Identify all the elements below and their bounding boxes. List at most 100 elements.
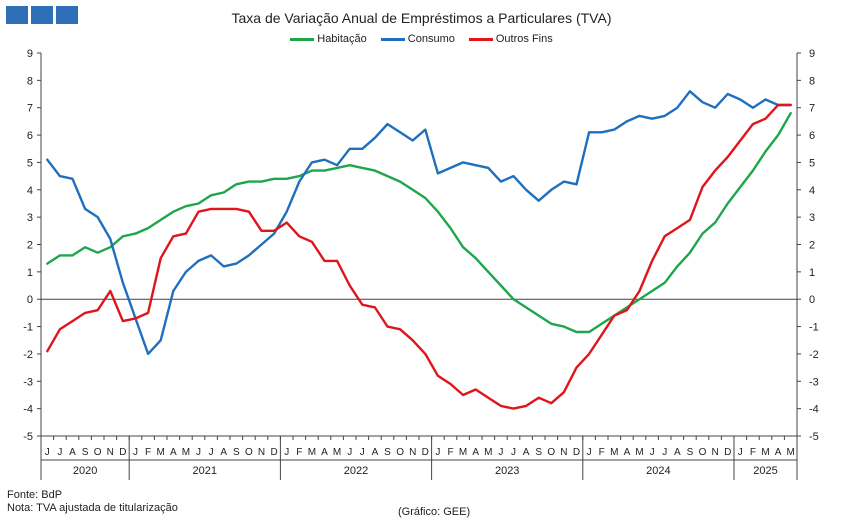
month-label: M (459, 447, 467, 458)
y-tick-label-right: -5 (809, 431, 819, 443)
month-label: J (662, 447, 667, 458)
y-tick-label-right: 9 (809, 48, 815, 60)
footnote: Nota: TVA ajustada de titularização (7, 502, 178, 514)
legend-item-consumo: Consumo (380, 33, 455, 45)
month-label: F (750, 447, 756, 458)
month-label: J (511, 447, 516, 458)
legend-swatch (380, 37, 405, 41)
legend-label: Habitação (317, 33, 367, 45)
month-label: F (447, 447, 453, 458)
month-label: M (787, 447, 795, 458)
month-label: O (547, 447, 555, 458)
year-label: 2020 (73, 465, 97, 477)
y-tick-label-left: 6 (27, 130, 33, 142)
legend-item-outros-fins: Outros Fins (468, 33, 553, 45)
month-label: M (635, 447, 643, 458)
month-label: J (435, 447, 440, 458)
month-label: A (775, 447, 782, 458)
series-line-2 (46, 103, 792, 410)
month-label: D (422, 447, 429, 458)
month-label: J (360, 447, 365, 458)
legend-label: Consumo (407, 33, 455, 45)
month-label: J (347, 447, 352, 458)
month-label: F (599, 447, 605, 458)
y-tick-label-left: 2 (27, 240, 33, 252)
y-tick-label-right: -4 (809, 404, 819, 416)
year-label: 2021 (193, 465, 217, 477)
month-label: J (650, 447, 655, 458)
y-tick-label-right: -3 (809, 376, 819, 388)
month-label: O (699, 447, 707, 458)
month-label: D (724, 447, 731, 458)
month-label: D (573, 447, 580, 458)
chart-credit: (Gráfico: GEE) (398, 506, 471, 518)
series-line-0 (46, 111, 792, 334)
logo-square (31, 6, 53, 24)
month-label: S (82, 447, 89, 458)
month-label: M (157, 447, 165, 458)
month-label: M (610, 447, 618, 458)
y-tick-label-right: 4 (809, 185, 815, 197)
month-label: F (145, 447, 151, 458)
year-label: 2023 (495, 465, 519, 477)
month-label: S (687, 447, 694, 458)
y-tick-label-right: 5 (809, 157, 815, 169)
month-label: S (384, 447, 391, 458)
month-label: A (624, 447, 631, 458)
y-tick-label-left: 7 (27, 103, 33, 115)
month-label: J (133, 447, 138, 458)
legend-item-habitacao: Habitação (290, 33, 367, 45)
y-tick-label-right: 3 (809, 212, 815, 224)
y-tick-label-left: 3 (27, 212, 33, 224)
month-label: J (45, 447, 50, 458)
y-tick-label-left: 1 (27, 267, 33, 279)
y-tick-label-left: -5 (23, 431, 33, 443)
legend-label: Outros Fins (495, 33, 553, 45)
y-tick-label-left: 9 (27, 48, 33, 60)
month-label: N (258, 447, 265, 458)
y-tick-label-right: -1 (809, 322, 819, 334)
month-label: S (233, 447, 240, 458)
month-label: A (523, 447, 530, 458)
y-tick-label-right: 8 (809, 75, 815, 87)
y-tick-label-left: -1 (23, 322, 33, 334)
series-line-1 (46, 90, 792, 356)
month-label: A (472, 447, 479, 458)
legend-swatch (290, 37, 315, 41)
month-label: J (498, 447, 503, 458)
month-label: N (711, 447, 718, 458)
y-tick-label-right: 0 (809, 294, 815, 306)
month-label: M (333, 447, 341, 458)
chart-legend: Habitação Consumo Outros Fins (0, 33, 843, 45)
month-label: N (409, 447, 416, 458)
month-label: S (535, 447, 542, 458)
y-tick-label-right: 7 (809, 103, 815, 115)
logo-square (56, 6, 78, 24)
month-label: M (484, 447, 492, 458)
y-tick-label-right: 1 (809, 267, 815, 279)
year-label: 2022 (344, 465, 368, 477)
month-label: N (560, 447, 567, 458)
y-tick-label-left: -4 (23, 404, 33, 416)
month-label: J (587, 447, 592, 458)
legend-swatch (468, 37, 493, 41)
y-tick-label-right: 2 (809, 240, 815, 252)
month-label: M (182, 447, 190, 458)
month-label: O (94, 447, 102, 458)
month-label: O (245, 447, 253, 458)
y-tick-label-right: 6 (809, 130, 815, 142)
month-label: J (196, 447, 201, 458)
month-label: N (107, 447, 114, 458)
year-label: 2024 (646, 465, 670, 477)
month-label: A (170, 447, 177, 458)
month-label: M (761, 447, 769, 458)
y-tick-label-left: 5 (27, 157, 33, 169)
month-label: A (674, 447, 681, 458)
month-label: F (296, 447, 302, 458)
month-label: A (372, 447, 379, 458)
month-label: D (270, 447, 277, 458)
month-label: A (220, 447, 227, 458)
y-tick-label-left: -3 (23, 376, 33, 388)
month-label: J (738, 447, 743, 458)
